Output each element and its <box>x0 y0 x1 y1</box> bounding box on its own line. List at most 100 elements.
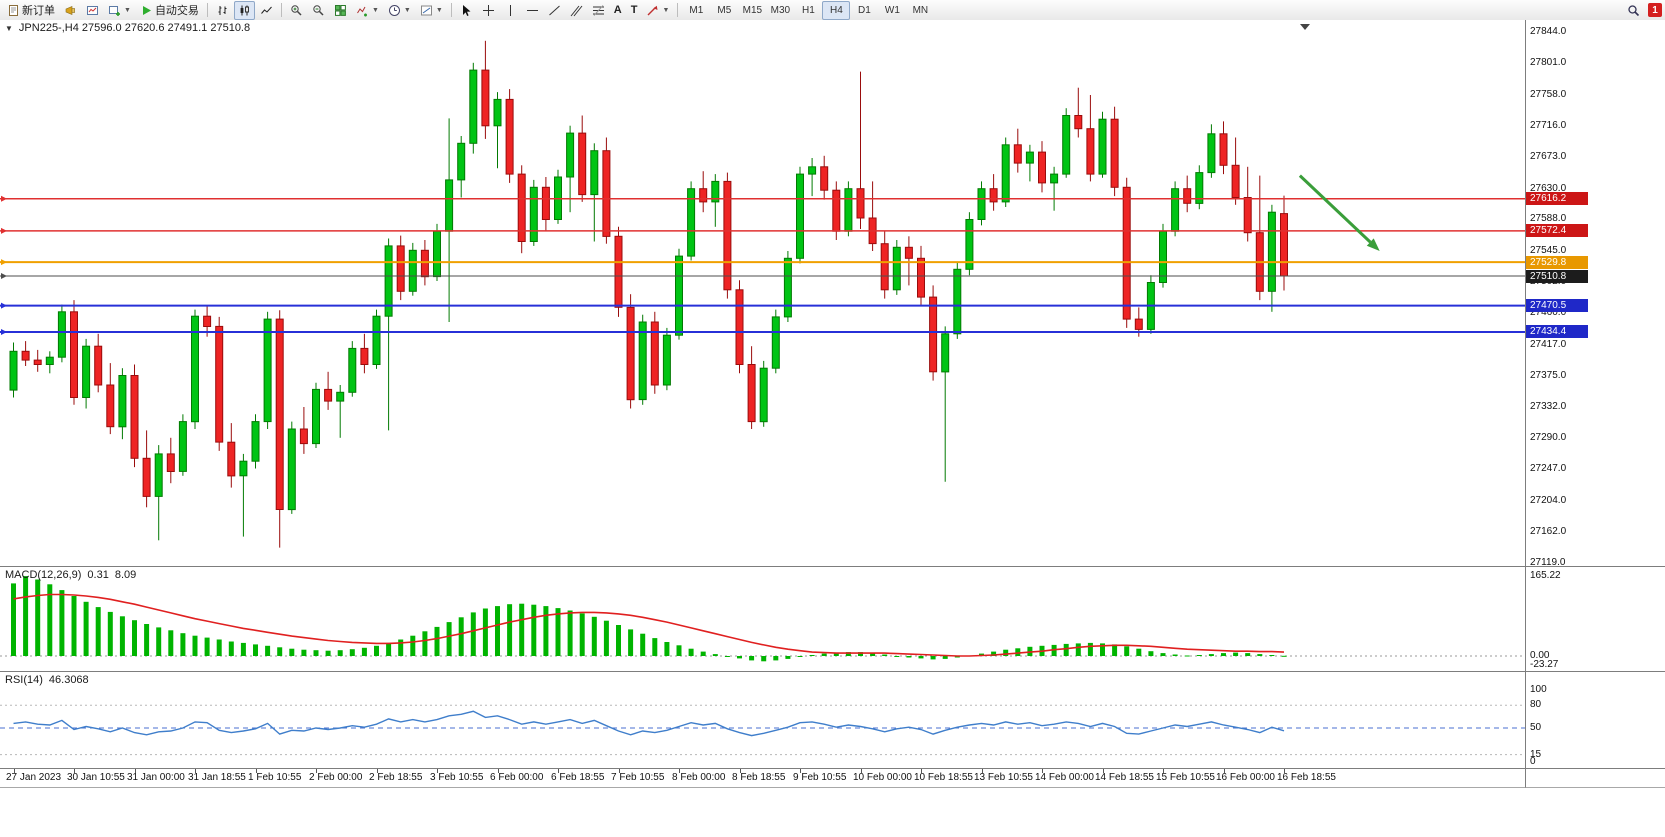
time-tick <box>558 769 559 773</box>
timeframe-h4[interactable]: H4 <box>822 0 851 20</box>
time-axis-label: 10 Feb 18:55 <box>914 772 973 783</box>
indicators-button[interactable]: ▼ <box>352 1 383 20</box>
timeframe-h1[interactable]: H1 <box>801 4 815 16</box>
timeframe-m30[interactable]: M30 <box>770 4 791 16</box>
time-axis-label: 16 Feb 00:00 <box>1216 772 1275 783</box>
candlestick-icon <box>240 5 249 15</box>
chart-shift-marker[interactable] <box>1300 24 1310 30</box>
time-axis-label: 2 Feb 00:00 <box>309 772 363 783</box>
time-tick <box>437 769 438 773</box>
price-tick-label: 27630.0 <box>1530 183 1567 194</box>
price-tick-label: 27417.0 <box>1530 339 1567 350</box>
timeframe-d1[interactable]: D1 <box>857 4 871 16</box>
auto-trading-button[interactable]: 自动交易 <box>136 1 203 20</box>
trendline-tool-button[interactable] <box>544 1 565 20</box>
periods-button[interactable]: ▼ <box>384 1 415 20</box>
timeframe-mn[interactable]: MN <box>912 4 929 16</box>
time-tick <box>861 769 862 773</box>
macd-scale[interactable]: 165.22 0.00 -23.27 <box>1525 566 1665 671</box>
fibonacci-tool-button[interactable] <box>588 1 609 20</box>
horn-button[interactable] <box>60 1 81 20</box>
price-tick-label: 27588.0 <box>1530 213 1567 224</box>
price-scale[interactable]: 27844.0 27801.0 27758.0 27716.0 27673.0 27630… <box>1525 20 1665 566</box>
line-chart-button[interactable] <box>256 1 277 20</box>
price-tick-label: 27844.0 <box>1530 26 1567 37</box>
clock-icon <box>388 4 400 16</box>
timeframe-group: M1 M5 M15 M30 H1 H4 D1 W1 MN <box>682 0 934 20</box>
chart-window-icon <box>87 5 98 15</box>
timeframe-m15[interactable]: M15 <box>742 4 763 16</box>
time-tick <box>921 769 922 773</box>
price-tick-label: 27119.0 <box>1530 557 1566 566</box>
vertical-line-icon <box>509 4 511 16</box>
collapse-triangle-icon[interactable]: ▼ <box>5 23 13 33</box>
time-axis-label: 2 Feb 18:55 <box>369 772 423 783</box>
channel-tool-button[interactable] <box>566 1 587 20</box>
time-tick <box>256 769 257 773</box>
time-axis-label: 13 Feb 10:55 <box>974 772 1033 783</box>
indicators-icon <box>357 6 367 16</box>
horn-icon <box>65 5 75 15</box>
time-tick <box>679 769 680 773</box>
cursor-tool-button[interactable] <box>456 1 477 20</box>
rsi-label: RSI(14) 46.3068 <box>5 674 89 686</box>
horizontal-price-lines[interactable] <box>0 195 1525 335</box>
new-order-button[interactable]: 新订单 <box>3 1 59 20</box>
time-tick <box>316 769 317 773</box>
timeframe-m1[interactable]: M1 <box>689 4 704 16</box>
templates-icon <box>420 5 432 15</box>
price-tick-label: 27758.0 <box>1530 89 1567 100</box>
chevron-down-icon: ▼ <box>662 6 670 14</box>
zoom-in-icon <box>291 4 302 16</box>
chevron-down-icon: ▼ <box>371 6 379 14</box>
tile-windows-button[interactable] <box>330 1 351 20</box>
arrows-tool-button[interactable]: ▼ <box>642 1 673 20</box>
timeframe-m5[interactable]: M5 <box>717 4 732 16</box>
main-chart-panel[interactable]: ▼ JPN225-,H4 27596.0 27620.6 27491.1 275… <box>0 20 1525 566</box>
macd-panel[interactable]: MACD(12,26,9) 0.31 8.09 <box>0 566 1525 671</box>
line-chart-icon <box>261 6 272 14</box>
time-axis-label: 6 Feb 00:00 <box>490 772 544 783</box>
search-button[interactable] <box>1623 1 1644 20</box>
timeframe-w1[interactable]: W1 <box>884 4 900 16</box>
time-tick <box>800 769 801 773</box>
trend-arrow-annotation[interactable] <box>1298 174 1380 251</box>
time-tick <box>1284 769 1285 773</box>
arrow-icon <box>647 5 658 15</box>
time-axis-label: 6 Feb 18:55 <box>551 772 605 783</box>
time-axis-label: 15 Feb 10:55 <box>1156 772 1215 783</box>
rsi-panel[interactable]: RSI(14) 46.3068 <box>0 671 1525 768</box>
time-axis-label: 10 Feb 00:00 <box>853 772 912 783</box>
candlestick-chart-button[interactable] <box>233 0 255 20</box>
time-tick <box>1103 769 1104 773</box>
templates-button[interactable]: ▼ <box>416 1 447 20</box>
macd-row: MACD(12,26,9) 0.31 8.09 165.22 0.00 -23.27 <box>0 566 1665 671</box>
new-chart-button[interactable]: ▼ <box>104 1 135 20</box>
text-label-tool-button[interactable]: T <box>627 1 642 20</box>
cursor-icon <box>462 4 471 16</box>
time-tick <box>498 769 499 773</box>
zoom-out-button[interactable] <box>308 1 329 20</box>
time-axis[interactable]: 27 Jan 2023 30 Jan 10:55 31 Jan 00:00 31 Ja… <box>0 768 1525 788</box>
price-tag-27616.2: 27616.2 <box>1526 192 1588 205</box>
zoom-out-icon <box>313 4 324 16</box>
rsi-line <box>13 710 1285 737</box>
text-tool-button[interactable]: A <box>610 1 626 20</box>
time-tick <box>619 769 620 773</box>
crosshair-tool-button[interactable] <box>478 1 499 20</box>
rsi-value: 46.3068 <box>48 674 89 686</box>
time-axis-label: 8 Feb 00:00 <box>672 772 726 783</box>
horizontal-line-icon <box>526 9 538 11</box>
fibonacci-icon <box>592 4 604 16</box>
time-tick <box>14 769 15 773</box>
horizontal-line-tool-button[interactable] <box>522 1 543 20</box>
price-tick-label: 27247.0 <box>1530 463 1567 474</box>
rsi-name: RSI(14) <box>5 674 43 686</box>
bar-chart-button[interactable] <box>212 1 233 20</box>
chart-window-button[interactable] <box>82 1 103 20</box>
rsi-scale[interactable]: 100 80 50 15 0 <box>1525 671 1665 768</box>
notification-badge[interactable]: 1 <box>1648 3 1662 17</box>
zoom-in-button[interactable] <box>286 1 307 20</box>
vertical-line-tool-button[interactable] <box>500 1 521 20</box>
macd-scale-label: 0.00 <box>1530 650 1550 661</box>
